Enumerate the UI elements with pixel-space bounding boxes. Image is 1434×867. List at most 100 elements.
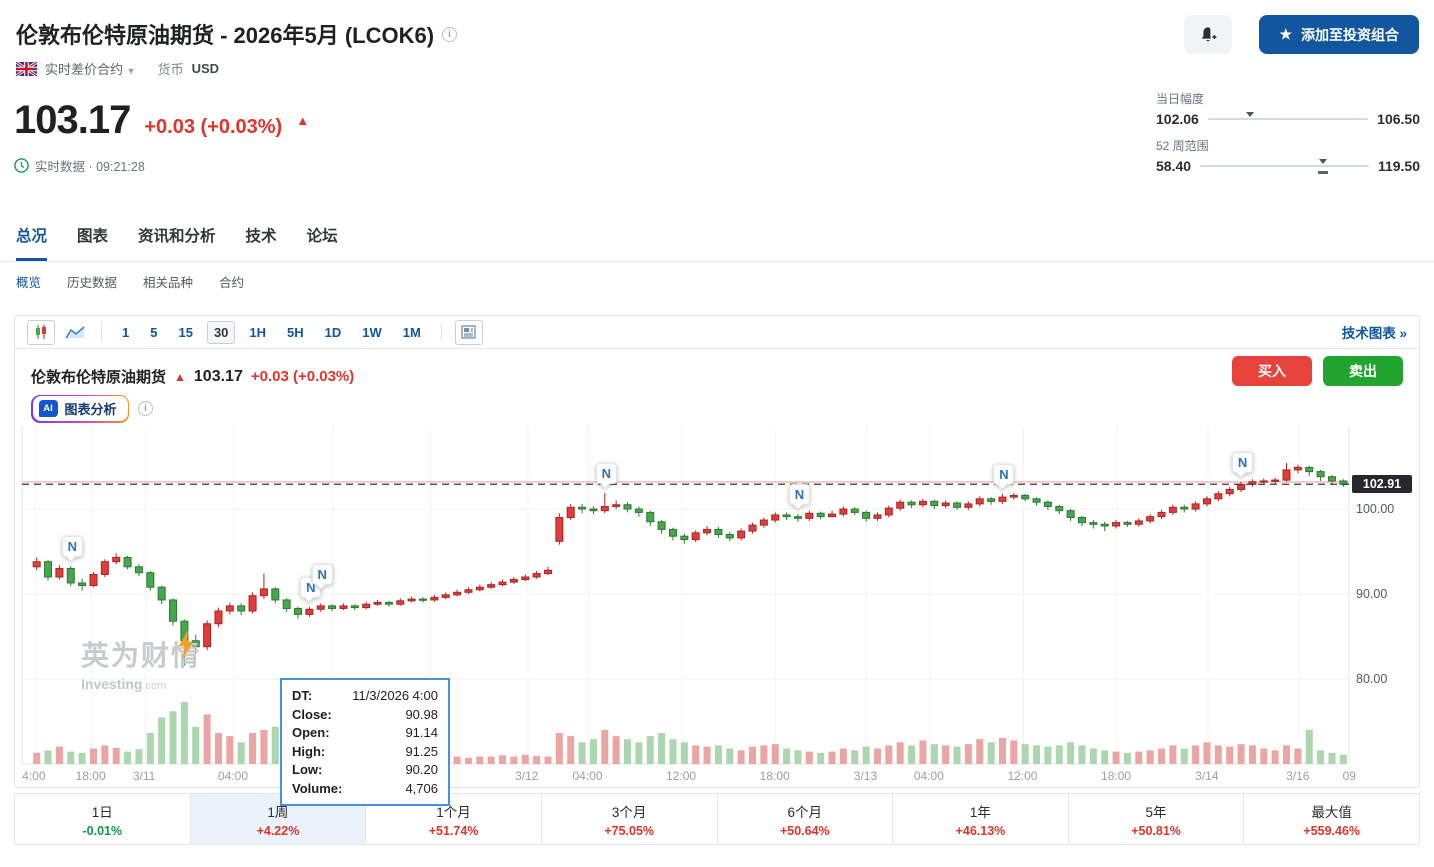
candlestick-chart-icon[interactable] — [27, 319, 55, 345]
tab-overview[interactable]: 总况 — [16, 218, 48, 261]
x-axis-tick: 4:00 — [22, 769, 46, 783]
perf-5y[interactable]: 5年 +50.81% — [1068, 794, 1245, 844]
x-axis-tick: 04:00 — [217, 769, 248, 783]
cfd-selector[interactable]: 实时差价合约 ▼ — [45, 62, 136, 77]
chart-change: +0.03 (+0.03%) — [250, 368, 355, 385]
ohlc-tooltip: DT: 11/3/2026 4:00 Close: 90.98 Open: 91.14… — [280, 678, 450, 806]
x-axis-tick: 3/16 — [1286, 769, 1310, 783]
y-axis-tick: 100.00 — [1356, 502, 1395, 516]
up-arrow-icon: ▲ — [174, 369, 186, 384]
x-axis-tick: 12:00 — [1007, 769, 1038, 783]
interval-1h[interactable]: 1H — [249, 324, 267, 340]
chart-price: 103.17 — [193, 367, 243, 385]
news-marker-icon[interactable]: N — [1232, 451, 1254, 473]
tab-news-analysis[interactable]: 资讯和分析 — [138, 228, 216, 245]
interval-1d[interactable]: 1D — [324, 324, 342, 340]
add-to-portfolio-button[interactable]: ★ 添加至投资组合 — [1259, 15, 1419, 54]
y-axis-tick: 90.00 — [1356, 587, 1388, 601]
subtab-related[interactable]: 相关品种 — [143, 276, 194, 290]
news-marker-icon[interactable]: N — [993, 463, 1015, 485]
interval-15[interactable]: 15 — [178, 324, 193, 340]
chart-instrument-name: 伦敦布伦特原油期货 — [31, 369, 167, 386]
sell-button[interactable]: 卖出 — [1323, 356, 1403, 386]
tab-chart[interactable]: 图表 — [77, 228, 109, 245]
x-axis-tick: 18:00 — [1101, 769, 1132, 783]
day-range-high: 106.50 — [1377, 111, 1420, 127]
news-marker-icon[interactable]: N — [788, 484, 810, 506]
divider — [440, 323, 442, 341]
chevron-down-icon: ▼ — [126, 66, 136, 76]
news-marker-icon[interactable]: N — [61, 535, 83, 557]
news-marker-icon[interactable]: N — [595, 462, 617, 484]
title-info-icon[interactable]: i — [442, 26, 458, 42]
week52-range-low: 58.40 — [1156, 158, 1192, 174]
sub-tabs: 概览 历史数据 相关品种 合约 — [16, 272, 244, 291]
x-axis-tick: 3/11 — [132, 769, 156, 783]
interval-5h[interactable]: 5H — [287, 324, 304, 340]
perf-6m[interactable]: 6个月 +50.64% — [717, 794, 894, 844]
currency-value: USD — [191, 61, 220, 76]
perf-max[interactable]: 最大值 +559.46% — [1244, 794, 1419, 844]
subtab-overview[interactable]: 概览 — [16, 276, 42, 290]
add-alert-button[interactable] — [1184, 15, 1232, 54]
perf-3m[interactable]: 3个月 +75.05% — [541, 794, 718, 844]
technical-chart-link[interactable]: 技术图表 » — [1341, 326, 1407, 341]
ai-chart-analysis-button[interactable]: AI 图表分析 — [31, 394, 130, 423]
page-title: 伦敦布伦特原油期货 - 2026年5月 (LCOK6) — [16, 23, 435, 48]
tab-forum[interactable]: 论坛 — [306, 228, 338, 245]
clock-icon — [14, 158, 29, 173]
lightning-icon — [179, 630, 193, 660]
buy-button[interactable]: 买入 — [1232, 356, 1312, 386]
week52-range-label: 52 周范围 — [1156, 139, 1209, 153]
subtab-contracts[interactable]: 合约 — [219, 276, 245, 290]
bell-plus-icon — [1201, 26, 1217, 41]
x-axis-tick: 04:00 — [913, 769, 944, 783]
price-change: +0.03 (+0.03%) — [144, 116, 283, 138]
interval-5[interactable]: 5 — [150, 324, 158, 340]
news-marker-icon[interactable]: N — [311, 564, 333, 586]
day-range-slider — [1207, 112, 1369, 120]
x-axis-tick: 3/14 — [1195, 769, 1219, 783]
tab-technical[interactable]: 技术 — [245, 228, 277, 245]
last-price: 103.17 — [14, 98, 131, 142]
data-status: 实时数据 · 09:21:28 — [35, 160, 145, 174]
x-axis-tick: 12:00 — [666, 769, 697, 783]
divider — [101, 323, 102, 341]
x-axis-tick: 18:00 — [75, 769, 106, 783]
interval-30[interactable]: 30 — [206, 320, 236, 344]
interval-1w[interactable]: 1W — [362, 324, 382, 340]
x-axis-tick: 18:00 — [759, 769, 790, 783]
perf-1d[interactable]: 1日 -0.01% — [15, 794, 191, 844]
interval-1[interactable]: 1 — [122, 324, 130, 340]
x-axis-tick: 09 — [1342, 769, 1356, 783]
candlestick-plot — [21, 426, 1350, 765]
day-range-low: 102.06 — [1156, 111, 1199, 127]
main-tabs: 总况 图表 资讯和分析 技术 论坛 — [0, 218, 1434, 262]
currency-label: 货币 — [157, 62, 184, 77]
x-axis-tick: 04:00 — [572, 769, 603, 783]
interval-1m[interactable]: 1M — [402, 324, 421, 340]
chart-card: 1 5 15 30 1H 5H 1D 1W 1M 技术图表 » — [14, 315, 1420, 806]
last-price-badge: 102.91 — [1352, 475, 1412, 494]
ai-icon: AI — [38, 400, 58, 417]
uk-flag-icon — [16, 61, 37, 76]
week52-range-high: 119.50 — [1377, 158, 1420, 174]
ai-info-icon[interactable]: i — [138, 401, 154, 416]
up-arrow-icon: ▲ — [296, 113, 310, 128]
area-chart-icon[interactable] — [62, 320, 88, 345]
x-axis-tick: 3/12 — [515, 769, 539, 783]
news-events-icon[interactable] — [454, 319, 483, 345]
watermark: 英为财情 Investing.com — [81, 630, 201, 692]
day-range-label: 当日幅度 — [1156, 92, 1205, 106]
ranges-panel: 当日幅度 102.06 106.50 52 周范围 58.40 119.50 — [1156, 90, 1420, 184]
x-axis: 4:00 18:00 3/11 04:00 12:00 18:00 3/12 04:00 12:… — [15, 769, 1365, 787]
performance-bar: 1日 -0.01% 1周 +4.22% 1个月 +51.74% 3个月 +75.05% … — [14, 793, 1420, 845]
star-icon: ★ — [1279, 26, 1292, 42]
chart-header: 伦敦布伦特原油期货 ▲ 103.17 +0.03 (+0.03%) 买入 卖出 — [15, 349, 1419, 391]
chart-toolbar: 1 5 15 30 1H 5H 1D 1W 1M 技术图表 » — [15, 316, 1419, 349]
x-axis-tick: 3/13 — [853, 769, 878, 783]
subtab-historical-data[interactable]: 历史数据 — [67, 276, 118, 290]
perf-1y[interactable]: 1年 +46.13% — [893, 794, 1069, 844]
